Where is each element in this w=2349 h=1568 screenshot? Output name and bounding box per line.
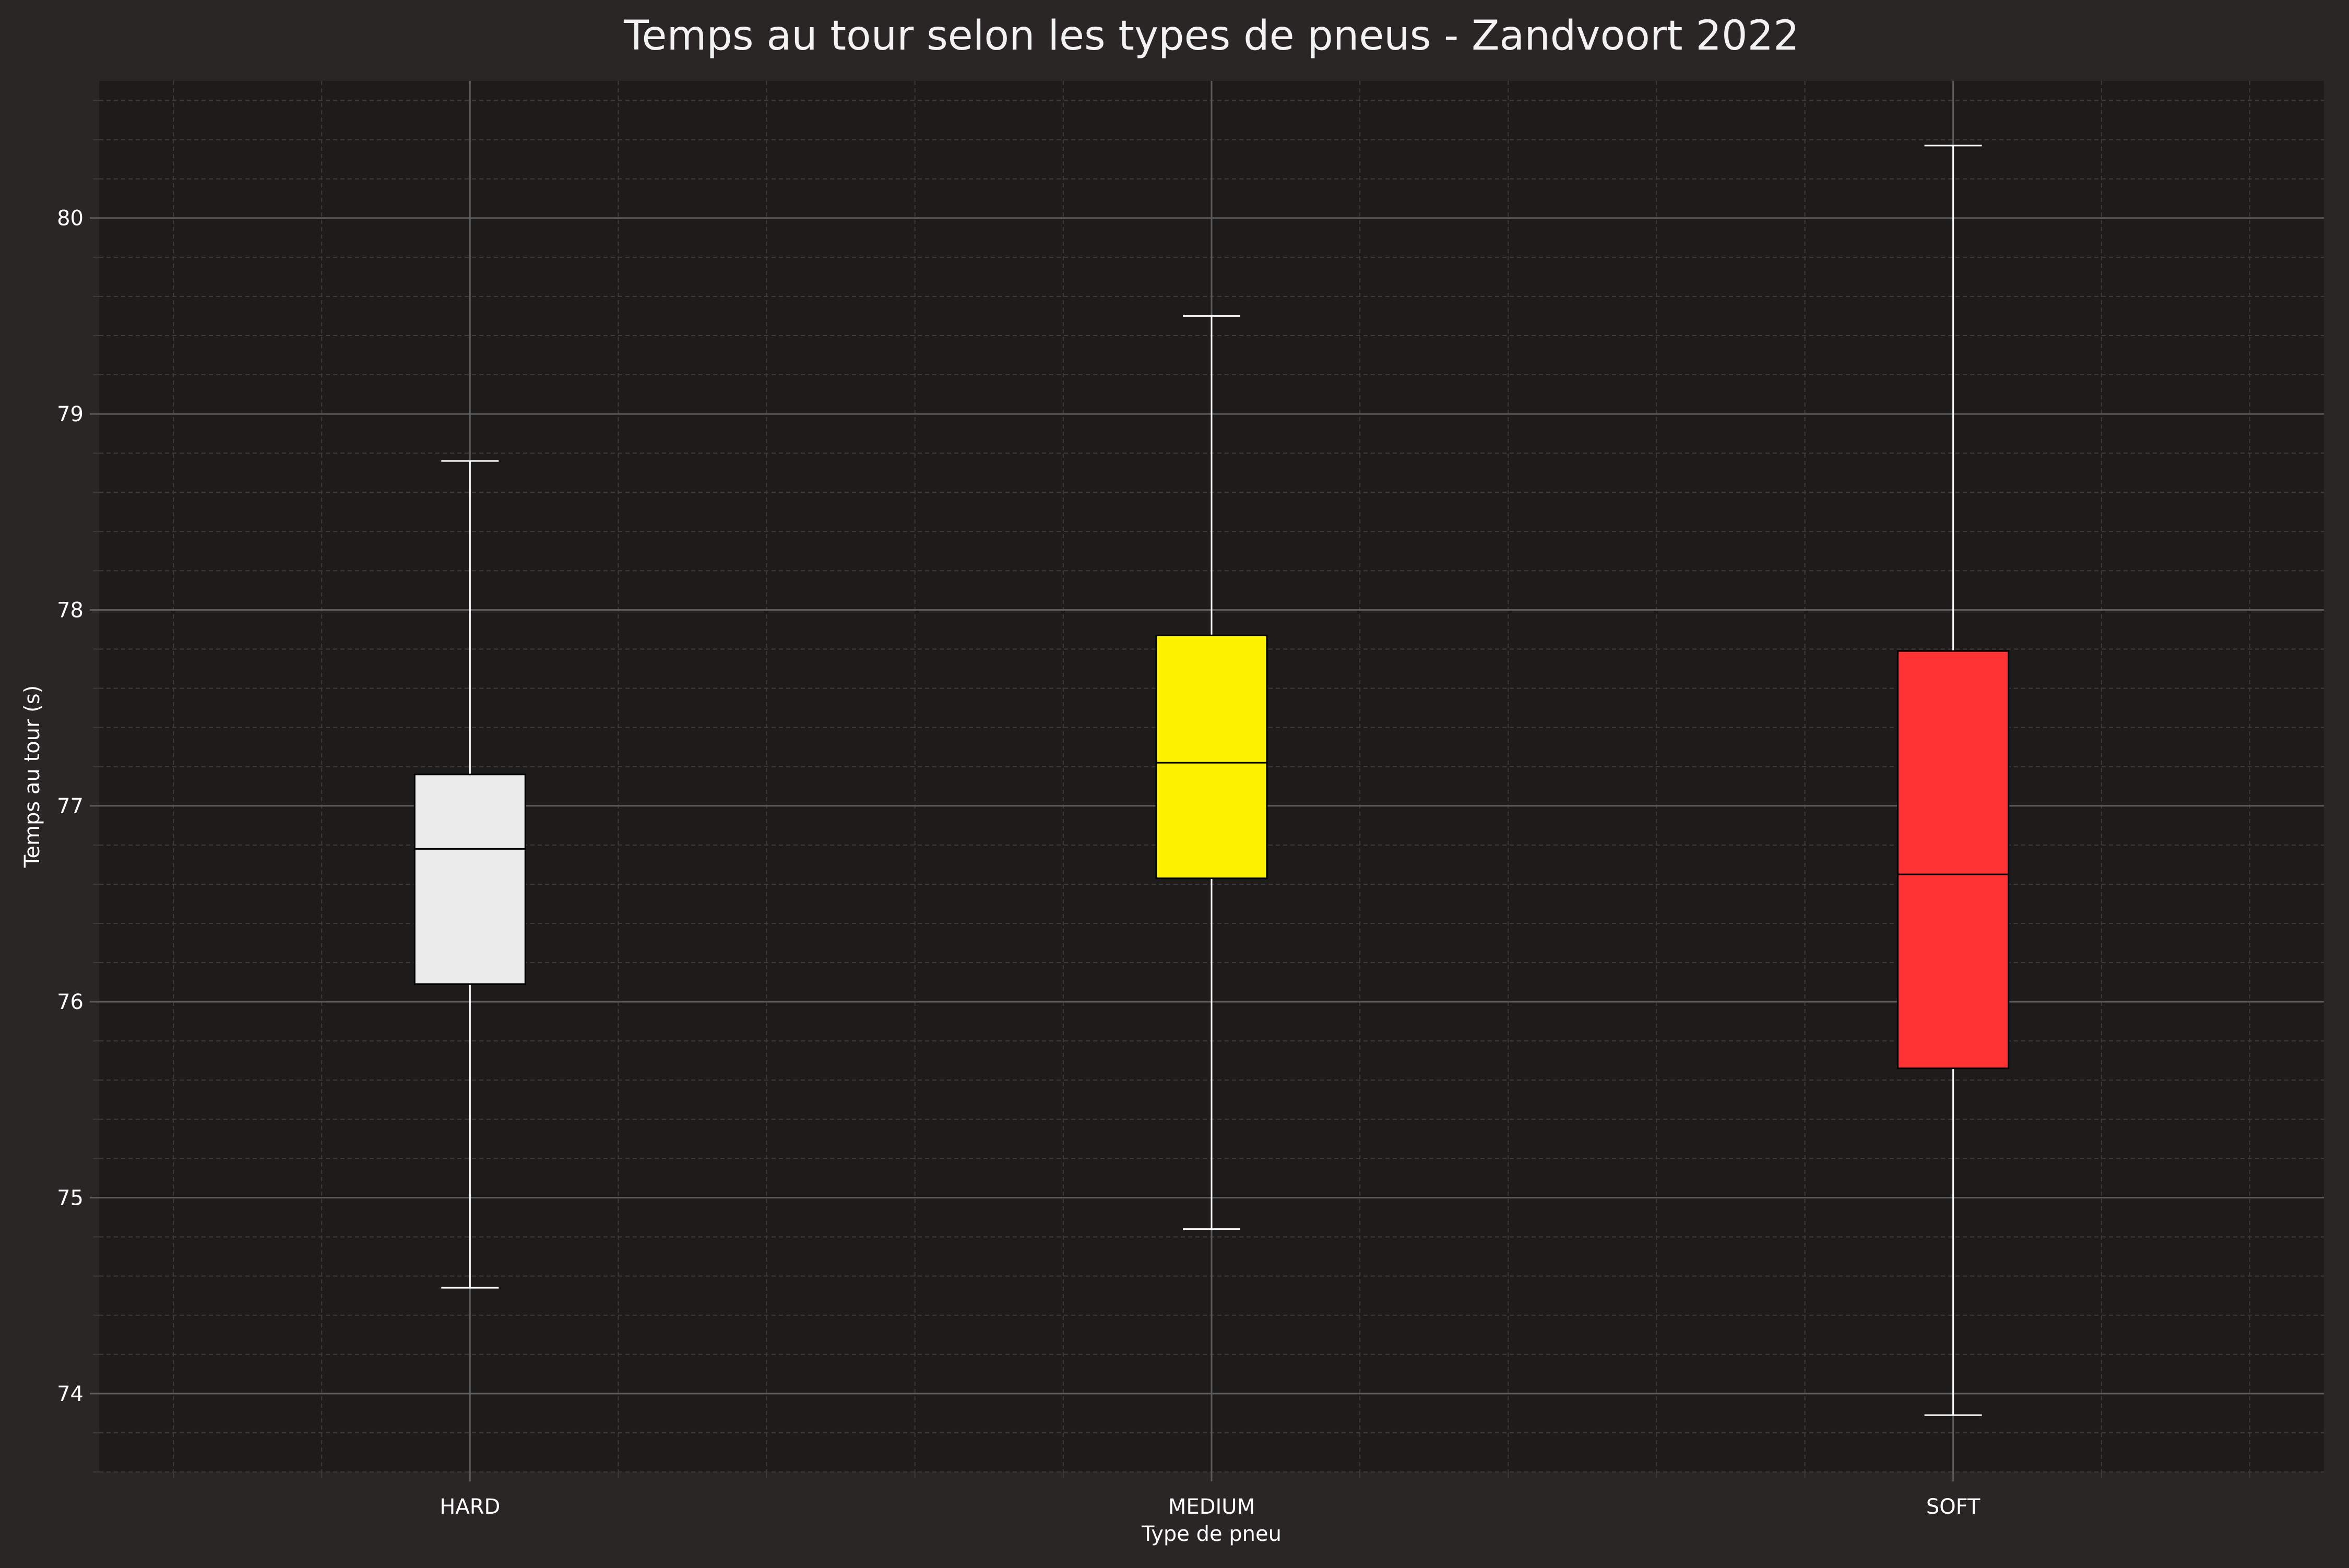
y-tick-label: 80 <box>57 207 84 231</box>
chart-title: Temps au tour selon les types de pneus -… <box>623 13 1799 60</box>
box-medium <box>1155 315 1268 1230</box>
y-tick-label: 78 <box>57 598 84 622</box>
box-iqr-soft <box>1897 650 2010 1070</box>
axis-ticks: 74 75 76 77 78 79 80 HARD MEDIUM SOFT <box>57 100 2250 1519</box>
y-tick-label: 77 <box>57 794 84 818</box>
box-iqr-hard <box>413 774 526 985</box>
y-tick-label: 75 <box>57 1186 84 1210</box>
y-tick-label: 76 <box>57 990 84 1014</box>
box-hard <box>413 460 526 1289</box>
y-axis-label: Temps au tour (s) <box>20 685 44 868</box>
box-iqr-medium <box>1155 634 1268 880</box>
x-tick-label-soft: SOFT <box>1926 1495 1980 1519</box>
x-tick-label-hard: HARD <box>440 1495 500 1519</box>
y-tick-label: 74 <box>57 1382 84 1406</box>
x-tick-label-medium: MEDIUM <box>1168 1495 1255 1519</box>
y-tick-label: 79 <box>57 402 84 426</box>
boxes <box>413 145 2010 1416</box>
box-soft <box>1897 145 2010 1416</box>
x-axis-label: Type de pneu <box>1141 1522 1282 1546</box>
